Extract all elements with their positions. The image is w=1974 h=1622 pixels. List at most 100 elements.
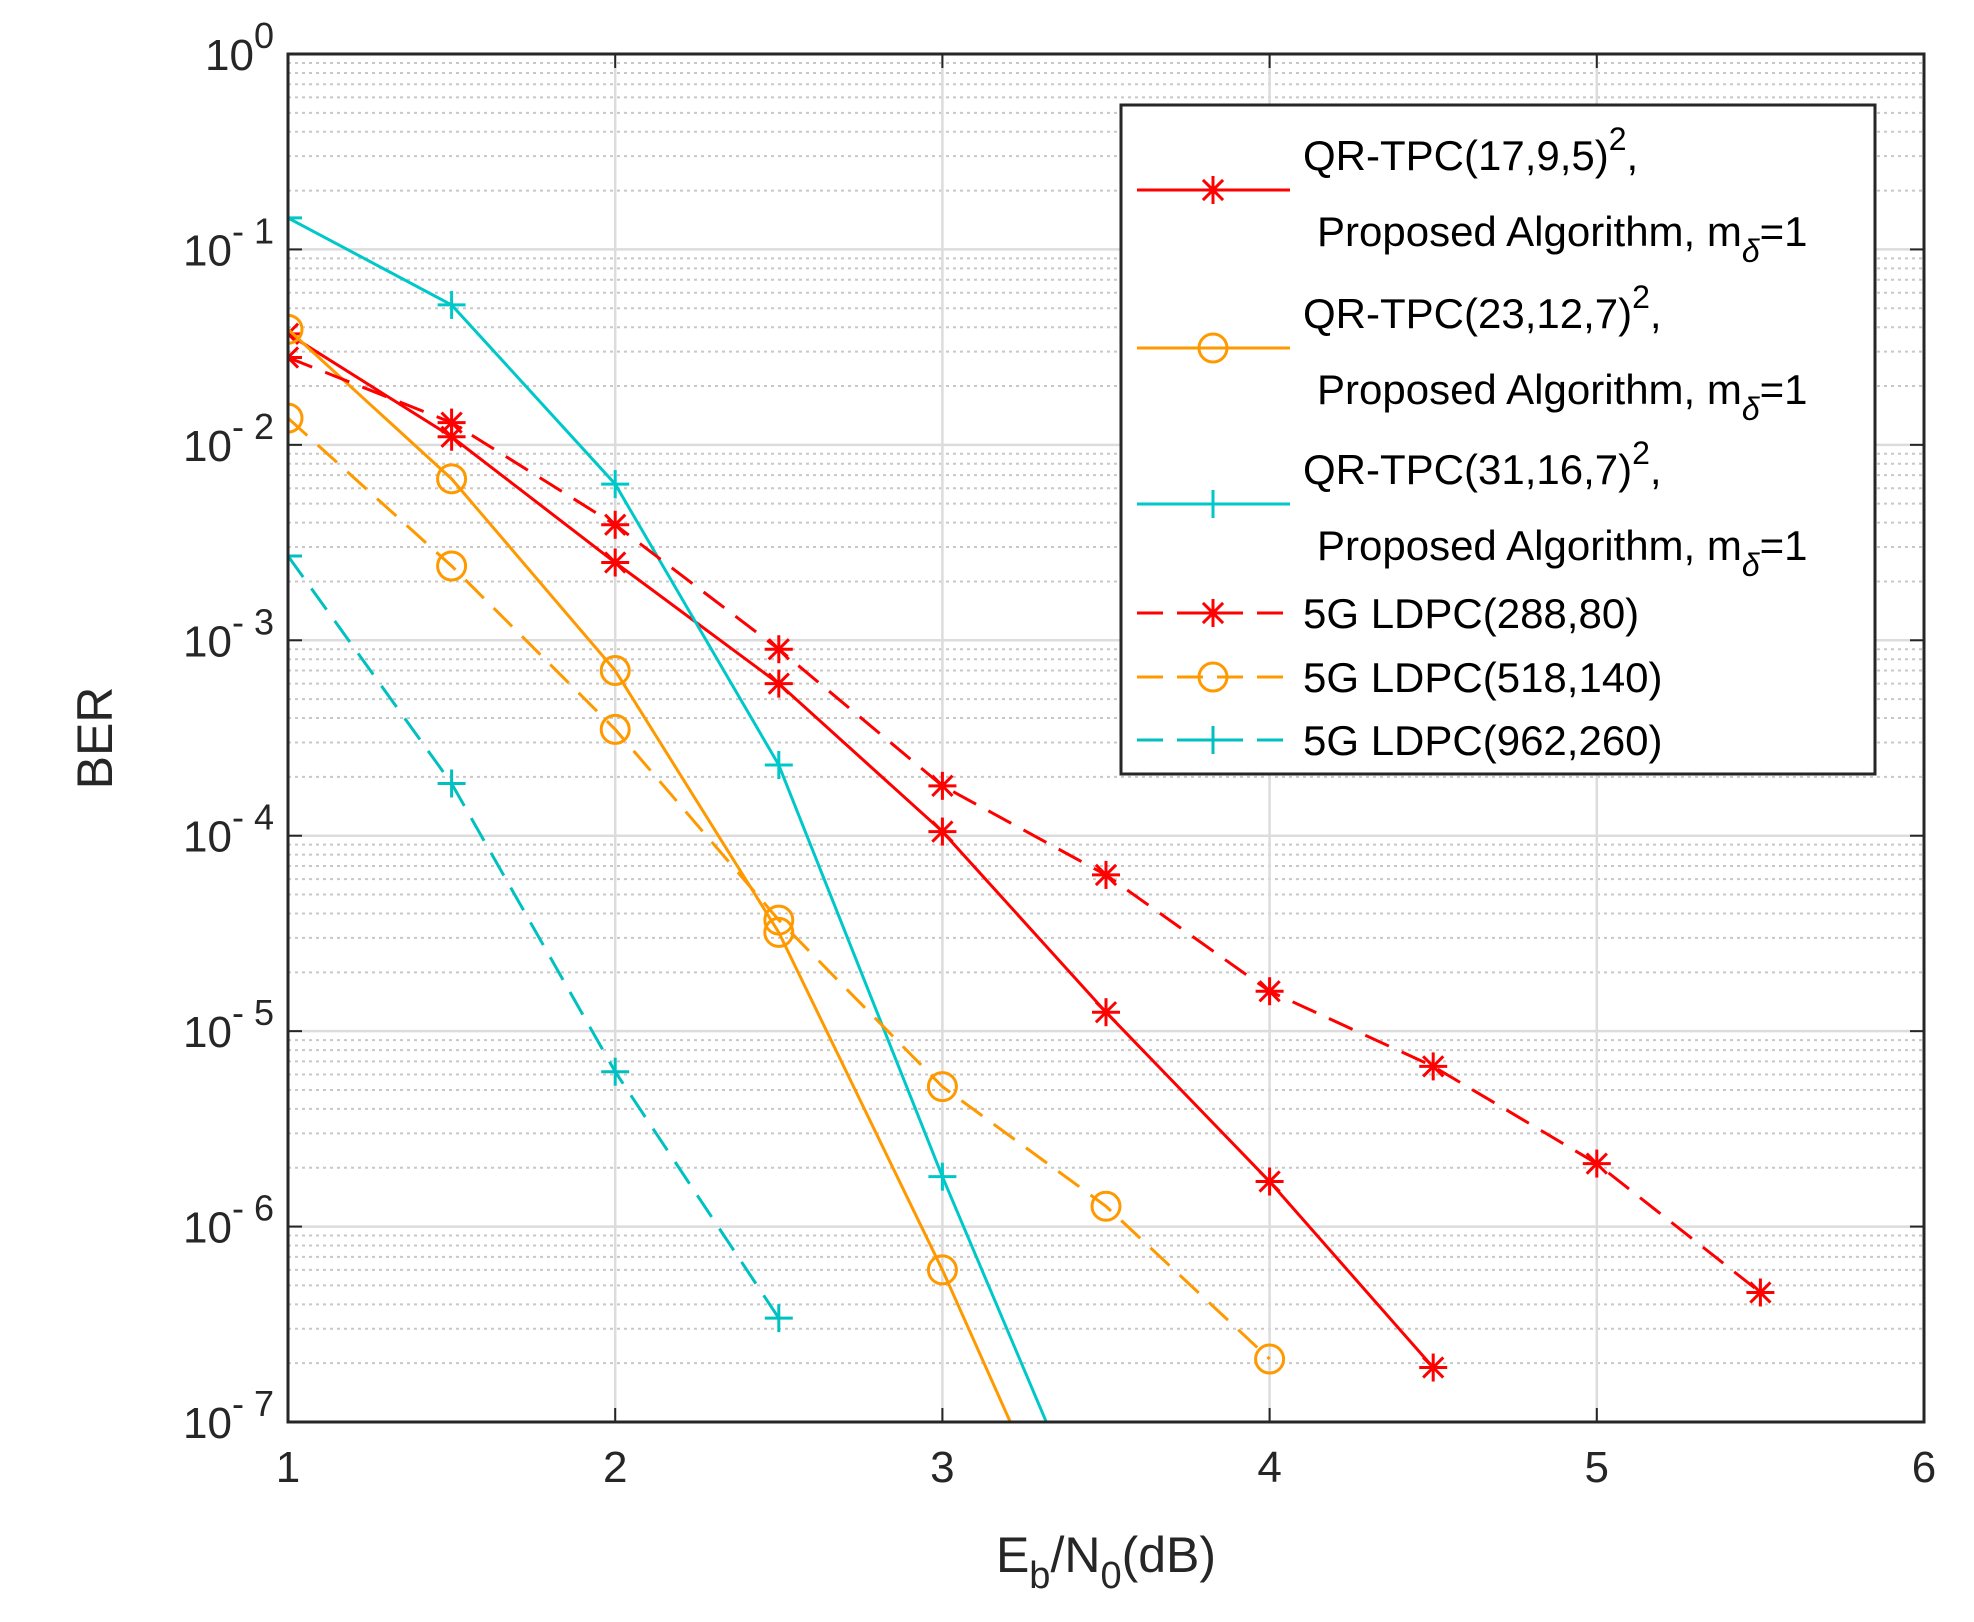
plus-marker bbox=[928, 1162, 957, 1191]
y-tick-exponent: - 6 bbox=[232, 1188, 274, 1229]
legend-text: =1 bbox=[1760, 366, 1808, 413]
x-tick-label: 3 bbox=[930, 1443, 954, 1492]
y-tick-base: 10 bbox=[183, 422, 232, 471]
circle-marker bbox=[436, 550, 468, 582]
y-tick-base: 10 bbox=[183, 226, 232, 275]
legend-superscript: 2 bbox=[1609, 121, 1627, 157]
circle-marker bbox=[599, 655, 631, 687]
legend-entry: QR-TPC(31,16,7)2, Proposed Algorithm, mδ=… bbox=[1137, 435, 1808, 583]
y-tick-exponent: - 4 bbox=[232, 797, 274, 838]
circle-marker bbox=[288, 313, 304, 345]
circle-marker bbox=[288, 402, 304, 434]
asterisk-marker bbox=[1419, 1353, 1448, 1382]
x-axis-label: Eb/N0(dB) bbox=[996, 1527, 1216, 1597]
asterisk-marker bbox=[764, 635, 793, 664]
legend-text: Proposed Algorithm, m bbox=[1317, 208, 1742, 255]
circle-marker bbox=[926, 1071, 958, 1103]
legend-superscript: 2 bbox=[1632, 435, 1650, 471]
x-tick-label: 5 bbox=[1585, 1443, 1609, 1492]
legend-subscript: δ bbox=[1742, 233, 1761, 269]
asterisk-marker bbox=[1582, 1149, 1611, 1178]
legend-text: Proposed Algorithm, m bbox=[1317, 366, 1742, 413]
legend-entry: 5G LDPC(518,140) bbox=[1137, 654, 1663, 701]
y-tick-exponent: - 2 bbox=[232, 406, 274, 447]
y-axis-label: BER bbox=[67, 687, 123, 790]
legend-label: Proposed Algorithm, mδ=1 bbox=[1317, 366, 1808, 427]
plus-marker bbox=[764, 1304, 793, 1333]
legend-entry: 5G LDPC(288,80) bbox=[1137, 590, 1639, 637]
asterisk-icon bbox=[1199, 176, 1227, 204]
series-line bbox=[288, 216, 1048, 1422]
series-line bbox=[288, 332, 1435, 1369]
y-tick-exponent: - 7 bbox=[232, 1383, 274, 1424]
legend-label: 5G LDPC(518,140) bbox=[1303, 654, 1663, 701]
y-tick-exponent: - 5 bbox=[232, 992, 274, 1033]
y-tick-exponent: 0 bbox=[254, 15, 274, 56]
circle-icon bbox=[1197, 332, 1229, 364]
legend-box bbox=[1119, 103, 1877, 776]
legend-entry: QR-TPC(17,9,5)2, Proposed Algorithm, mδ=1 bbox=[1137, 121, 1808, 269]
y-tick-label: 10- 2 bbox=[183, 406, 274, 471]
y-tick-label: 10- 6 bbox=[183, 1188, 274, 1253]
y-tick-label: 10- 7 bbox=[183, 1383, 274, 1448]
legend-text: , bbox=[1627, 132, 1639, 179]
x-tick-label: 6 bbox=[1912, 1443, 1936, 1492]
axes-box bbox=[286, 52, 1926, 1424]
asterisk-icon bbox=[1199, 599, 1227, 627]
x-tick-label: 2 bbox=[603, 1443, 627, 1492]
series bbox=[288, 343, 1775, 1307]
legend-entry: QR-TPC(23,12,7)2, Proposed Algorithm, mδ=… bbox=[1137, 279, 1808, 427]
plus-icon bbox=[1199, 490, 1227, 518]
asterisk-marker bbox=[1419, 1052, 1448, 1081]
plus-marker bbox=[437, 769, 466, 798]
series bbox=[288, 402, 1286, 1375]
legend-label: QR-TPC(17,9,5)2, bbox=[1303, 121, 1638, 179]
asterisk-marker bbox=[601, 510, 630, 539]
legend-label: 5G LDPC(962,260) bbox=[1303, 717, 1663, 764]
plus-marker bbox=[437, 290, 466, 319]
plus-marker bbox=[601, 470, 630, 499]
series-line bbox=[288, 555, 781, 1319]
legend-superscript: 2 bbox=[1632, 279, 1650, 315]
asterisk-marker bbox=[764, 669, 793, 698]
legend-label: QR-TPC(23,12,7)2, bbox=[1303, 279, 1662, 337]
asterisk-marker bbox=[1092, 860, 1120, 889]
legend-text: =1 bbox=[1760, 208, 1808, 255]
legend-text: QR-TPC(23,12,7) bbox=[1303, 290, 1632, 337]
asterisk-marker bbox=[928, 771, 957, 800]
plus-marker bbox=[288, 203, 302, 232]
legend: QR-TPC(17,9,5)2,Proposed Algorithm, mδ=1… bbox=[1119, 103, 1877, 776]
series-line bbox=[288, 417, 1271, 1361]
legend-label: Proposed Algorithm, mδ=1 bbox=[1317, 522, 1808, 583]
series bbox=[288, 541, 793, 1333]
asterisk-marker bbox=[1746, 1278, 1775, 1307]
legend-subscript: δ bbox=[1742, 391, 1761, 427]
plus-marker bbox=[601, 1057, 630, 1086]
legend-text: Proposed Algorithm, m bbox=[1317, 522, 1742, 569]
y-tick-label: 10- 5 bbox=[183, 992, 274, 1057]
y-tick-base: 10 bbox=[183, 813, 232, 862]
asterisk-marker bbox=[288, 343, 302, 372]
circle-marker bbox=[436, 463, 468, 495]
asterisk-marker bbox=[437, 408, 466, 437]
asterisk-marker bbox=[928, 817, 957, 846]
series-layer bbox=[288, 203, 1775, 1422]
series-line bbox=[288, 356, 1762, 1294]
circle-marker bbox=[1254, 1343, 1286, 1375]
plus-marker bbox=[288, 541, 302, 570]
circle-marker bbox=[1090, 1190, 1122, 1222]
series bbox=[288, 313, 1012, 1422]
legend-text: , bbox=[1650, 290, 1662, 337]
circle-marker bbox=[926, 1254, 958, 1286]
circle-marker bbox=[599, 713, 631, 745]
circle-icon bbox=[1197, 661, 1229, 693]
y-tick-base: 10 bbox=[183, 1008, 232, 1057]
y-tick-base: 10 bbox=[183, 1204, 232, 1253]
y-tick-base: 10 bbox=[183, 617, 232, 666]
y-tick-exponent: - 3 bbox=[232, 601, 274, 642]
asterisk-marker bbox=[601, 548, 630, 577]
legend-text: QR-TPC(17,9,5) bbox=[1303, 132, 1609, 179]
series bbox=[288, 203, 1048, 1422]
